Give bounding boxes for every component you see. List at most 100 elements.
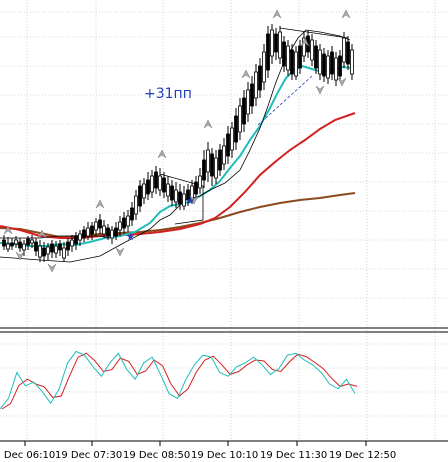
candle-body (26, 238, 30, 246)
candle-body (334, 57, 338, 81)
candle-body (102, 225, 106, 235)
candle-body (182, 193, 186, 207)
candle-body (174, 189, 178, 203)
candle-body (110, 229, 114, 239)
candle-body (218, 149, 222, 171)
candle-body (130, 207, 134, 221)
time-tick-label: 19 Dec 06:10 (0, 450, 55, 461)
candle-body (134, 195, 138, 215)
fractal-down-arrow (115, 247, 125, 257)
candle-body (350, 49, 354, 75)
candle-body (298, 45, 302, 69)
candle-body (234, 115, 238, 143)
candle-body (158, 175, 162, 191)
candle-body (302, 37, 306, 57)
candle-body (142, 183, 146, 199)
candle-body (58, 243, 62, 251)
candle-body (322, 53, 326, 77)
candle-body (106, 227, 110, 237)
candle-body (146, 179, 150, 195)
mid-ma-line (0, 112, 356, 239)
candle-body (226, 133, 230, 157)
fractal-down-arrow (315, 85, 325, 95)
channel-box (159, 173, 204, 225)
candle-body (86, 227, 90, 237)
candle-body (162, 177, 166, 193)
candle-body (230, 127, 234, 151)
candle-body (154, 171, 158, 189)
stochastic-signal-line (1, 352, 358, 410)
candle-body (118, 221, 122, 231)
time-tick-label: 19 Dec 12:50 (329, 450, 396, 461)
fractal-down-arrow (47, 263, 57, 273)
dashed-trend-line (257, 75, 313, 126)
candle-body (114, 227, 118, 237)
channel-upper-left (0, 235, 111, 239)
fractal-down-arrow (15, 251, 25, 261)
fractal-up-arrow (37, 229, 47, 239)
candle-body (178, 191, 182, 205)
channel-top (279, 27, 349, 39)
candle-body (6, 243, 10, 250)
fractal-up-arrow (272, 9, 282, 19)
pips-annotation: +31пп (144, 86, 192, 102)
candle-body (30, 239, 34, 244)
candle-body (122, 217, 126, 229)
fractal-up-arrow (300, 37, 310, 47)
candle-body (326, 55, 330, 79)
candle-body (78, 233, 82, 241)
fractal-up-arrow (3, 225, 13, 235)
candle-body (330, 51, 334, 75)
fractals: ★★ (3, 9, 351, 273)
candle-body (282, 41, 286, 67)
candle-body (150, 175, 154, 193)
candle-body (294, 51, 298, 77)
candle-body (138, 185, 142, 207)
candle-body (338, 55, 342, 77)
candle-body (254, 71, 258, 99)
candle-body (258, 65, 262, 91)
channel-lines (0, 27, 351, 263)
candle-body (50, 243, 54, 253)
stochastic-oscillator (0, 350, 358, 410)
fractal-up-arrow (341, 9, 351, 19)
fractal-up-arrow (241, 69, 251, 79)
fractal-down-arrow (189, 195, 199, 205)
candle-body (74, 235, 78, 245)
candle-body (10, 242, 14, 247)
time-tick-label: 19 Dec 10:10 (191, 450, 258, 461)
candle-body (238, 105, 242, 133)
candle-body (70, 239, 74, 247)
candle-body (342, 37, 346, 63)
candle-body (22, 243, 26, 251)
time-tick-label: 19 Dec 07:30 (55, 450, 122, 461)
candle-body (166, 183, 170, 197)
candle-body (170, 185, 174, 201)
candle-body (54, 245, 58, 254)
candle-body (222, 145, 226, 165)
time-tick-label: 19 Dec 11:30 (260, 450, 327, 461)
candle-body (18, 241, 22, 249)
fractal-down-arrow (337, 77, 347, 87)
candle-body (34, 241, 38, 252)
candle-body (210, 153, 214, 177)
time-tick-label: 19 Dec 08:50 (123, 450, 190, 461)
candle-body (346, 41, 350, 65)
candle-body (274, 33, 278, 53)
candle-body (38, 245, 42, 258)
candle-body (206, 149, 210, 173)
candle-body (82, 229, 86, 239)
candle-body (126, 215, 130, 227)
candle-body (2, 239, 6, 247)
candle-body (202, 159, 206, 181)
candle-body (290, 49, 294, 75)
candle-body (46, 246, 50, 255)
candle-body (278, 31, 282, 59)
candle-body (310, 39, 314, 61)
candle-body (314, 45, 318, 69)
candle-body (14, 239, 18, 245)
candle-body (262, 51, 266, 83)
